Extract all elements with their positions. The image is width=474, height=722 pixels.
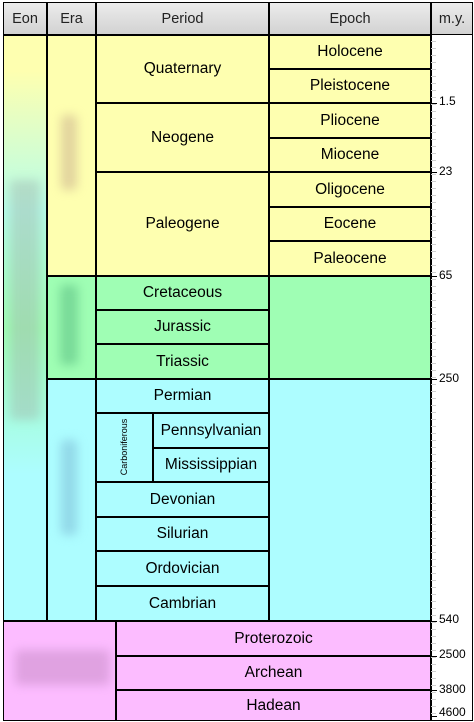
epoch-mesozoic-blank — [269, 276, 431, 379]
period-silurian: Silurian — [96, 517, 269, 551]
tick-mark — [431, 621, 437, 622]
tick-mark — [431, 276, 437, 277]
period-quaternary: Quaternary — [96, 35, 269, 103]
header-epoch: Epoch — [269, 2, 431, 35]
my-column — [431, 35, 473, 721]
period-pennsylvanian: Pennsylvanian — [153, 413, 269, 448]
period-cretaceous: Cretaceous — [96, 276, 269, 310]
eon-hadean: Hadean — [116, 690, 431, 721]
tick-label: 2500 — [439, 647, 466, 661]
period-devonian: Devonian — [96, 482, 269, 517]
header-era: Era — [47, 2, 96, 35]
epoch-holocene: Holocene — [269, 35, 431, 69]
tick-label: 3800 — [439, 682, 466, 696]
period-mississippian: Mississippian — [153, 448, 269, 482]
period-permian: Permian — [96, 379, 269, 413]
epoch-pleistocene: Pleistocene — [269, 69, 431, 103]
header-period: Period — [96, 2, 269, 35]
era-cenozoic-label-obscured — [61, 115, 77, 190]
period-ordovician: Ordovician — [96, 551, 269, 586]
period-cambrian: Cambrian — [96, 586, 269, 621]
carboniferous-label: Carboniferous — [119, 418, 129, 476]
period-paleogene: Paleogene — [96, 172, 269, 276]
tick-mark — [431, 379, 437, 380]
eon-archean: Archean — [116, 656, 431, 690]
period-neogene: Neogene — [96, 103, 269, 172]
period-triassic: Triassic — [96, 344, 269, 379]
epoch-miocene: Miocene — [269, 138, 431, 172]
tick-mark — [431, 716, 437, 717]
epoch-pliocene: Pliocene — [269, 103, 431, 138]
tick-mark — [431, 690, 437, 691]
epoch-oligocene: Oligocene — [269, 172, 431, 207]
header-my: m.y. — [431, 2, 473, 35]
epoch-paleozoic-blank — [269, 379, 431, 621]
era-paleozoic-label-obscured — [61, 440, 77, 535]
eon-label-obscured — [10, 180, 40, 420]
tick-mark — [431, 172, 437, 173]
tick-mark — [431, 103, 437, 104]
tick-label: 250 — [439, 371, 460, 385]
period-jurassic: Jurassic — [96, 310, 269, 344]
tick-label: 4600 — [439, 705, 466, 719]
tick-label: 1.5 — [439, 94, 456, 108]
tick-mark — [431, 656, 437, 657]
tick-label: 23 — [439, 164, 453, 178]
precambrian-label-obscured — [15, 650, 110, 685]
tick-label: 65 — [439, 268, 453, 282]
my-minor-ticks — [431, 35, 436, 721]
tick-label: 540 — [439, 612, 460, 626]
epoch-paleocene: Paleocene — [269, 241, 431, 276]
epoch-eocene: Eocene — [269, 207, 431, 241]
eon-proterozoic: Proterozoic — [116, 621, 431, 656]
period-carboniferous — [96, 413, 153, 482]
era-mesozoic-label-obscured — [60, 285, 78, 365]
header-eon: Eon — [3, 2, 47, 35]
